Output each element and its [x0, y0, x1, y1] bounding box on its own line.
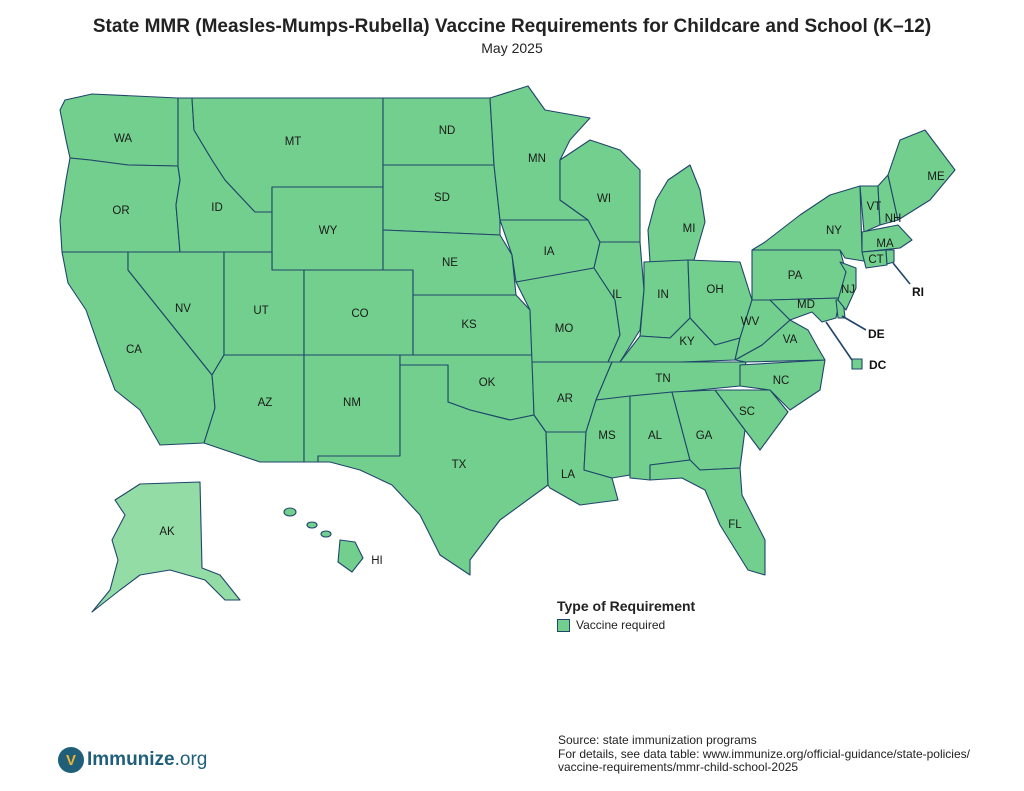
label-me: ME	[927, 171, 945, 183]
label-nm: NM	[343, 397, 361, 409]
map-subtitle: May 2025	[481, 40, 543, 56]
label-ga: GA	[696, 430, 713, 442]
state-ri[interactable]	[885, 249, 895, 265]
label-nc: NC	[773, 375, 790, 387]
label-ok: OK	[479, 377, 496, 389]
state-ct[interactable]	[861, 249, 888, 269]
source-note: Source: state immunization programs For …	[558, 733, 970, 775]
label-al: AL	[648, 430, 663, 442]
label-nd: ND	[439, 125, 456, 137]
logo-suffix: .org	[174, 749, 208, 770]
label-oh: OH	[706, 284, 723, 296]
source-line-3: vaccine-requirements/mmr-child-school-20…	[558, 760, 799, 774]
state-az[interactable]	[203, 354, 305, 463]
map-title: State MMR (Measles-Mumps-Rubella) Vaccin…	[92, 16, 932, 37]
state-tx[interactable]	[317, 364, 549, 576]
label-sd: SD	[434, 192, 450, 204]
logo-name: Immunize	[87, 749, 175, 770]
legend-item-label: Vaccine required	[576, 618, 666, 632]
label-ut: UT	[253, 305, 268, 317]
leader-de	[841, 315, 867, 331]
label-wi: WI	[597, 193, 611, 205]
label-id: ID	[211, 202, 223, 214]
legend-item: Vaccine required	[557, 618, 695, 632]
label-ar: AR	[557, 393, 573, 405]
label-ks: KS	[461, 319, 477, 331]
label-nv: NV	[175, 303, 191, 315]
immunize-logo: V Immunize.org	[58, 747, 207, 773]
label-sc: SC	[739, 406, 755, 418]
legend: Type of Requirement Vaccine required	[557, 598, 695, 632]
label-mn: MN	[528, 153, 546, 165]
state-me[interactable]	[887, 129, 956, 221]
label-dc: DC	[869, 358, 887, 372]
label-tx: TX	[452, 459, 467, 471]
state-sd[interactable]	[382, 164, 501, 236]
label-mt: MT	[285, 136, 302, 148]
label-md: MD	[797, 299, 815, 311]
label-va: VA	[783, 334, 798, 346]
legend-title: Type of Requirement	[557, 598, 696, 614]
immunize-logo-icon: V	[58, 747, 84, 773]
label-az: AZ	[258, 397, 273, 409]
state-wa[interactable]	[59, 93, 179, 167]
label-fl: FL	[728, 519, 742, 531]
label-de: DE	[868, 327, 885, 341]
label-in: IN	[657, 289, 669, 301]
label-wa: WA	[114, 133, 132, 145]
state-fl[interactable]	[649, 459, 766, 576]
label-ca: CA	[126, 344, 142, 356]
state-hi[interactable]	[283, 507, 364, 573]
logo-wordmark: Immunize.org	[87, 749, 207, 771]
source-line-1: Source: state immunization programs	[558, 733, 757, 747]
label-ct: CT	[868, 254, 883, 266]
label-wv: WV	[741, 316, 760, 328]
label-il: IL	[612, 289, 622, 301]
label-or: OR	[112, 205, 129, 217]
state-ma[interactable]	[861, 224, 913, 253]
label-co: CO	[351, 308, 368, 320]
leader-dc	[825, 321, 853, 361]
state-ak[interactable]	[91, 481, 241, 613]
label-nh: NH	[885, 213, 902, 225]
label-vt: VT	[867, 201, 882, 213]
logo-mark-glyph: V	[65, 751, 76, 769]
label-ak: AK	[159, 526, 175, 538]
label-ma: MA	[876, 238, 894, 250]
legend-swatch	[557, 618, 570, 632]
state-dc[interactable]	[851, 358, 863, 370]
source-line-2: For details, see data table: www.immuniz…	[558, 746, 970, 761]
label-la: LA	[561, 469, 575, 481]
state-mi[interactable]	[647, 164, 706, 263]
label-ms: MS	[598, 430, 616, 442]
label-ia: IA	[544, 246, 555, 258]
label-ne: NE	[442, 257, 458, 269]
label-ky: KY	[679, 336, 695, 348]
state-nj[interactable]	[837, 261, 857, 311]
leader-ri	[892, 262, 911, 285]
label-ny: NY	[826, 225, 842, 237]
label-hi: HI	[371, 555, 383, 567]
label-tn: TN	[655, 373, 670, 385]
label-ri: RI	[912, 285, 924, 299]
label-mi: MI	[683, 223, 696, 235]
label-nj: NJ	[841, 284, 855, 296]
label-pa: PA	[788, 270, 803, 282]
label-wy: WY	[319, 225, 338, 237]
state-sc[interactable]	[714, 389, 789, 451]
label-mo: MO	[555, 323, 574, 335]
